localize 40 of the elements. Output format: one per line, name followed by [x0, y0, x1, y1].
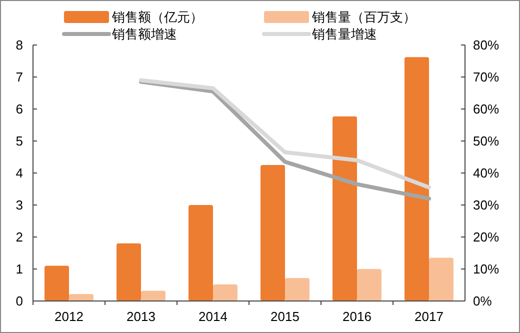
y2-tick-label: 30% [473, 198, 500, 213]
x-tick-label: 2016 [342, 309, 372, 324]
bar [69, 294, 94, 301]
y-tick-label: 3 [16, 198, 23, 213]
bar [213, 284, 238, 301]
legend-label: 销售量增速 [311, 26, 377, 42]
x-tick-label: 2017 [414, 309, 444, 324]
y-tick-label: 0 [16, 294, 23, 309]
y2-tick-label: 60% [473, 102, 500, 117]
bar [141, 290, 166, 301]
y-tick-label: 5 [16, 134, 23, 149]
bar [260, 165, 285, 301]
y2-tick-label: 80% [473, 38, 500, 53]
legend-label: 销售量（百万支） [311, 10, 416, 25]
bar [44, 266, 69, 301]
y2-tick-label: 50% [473, 134, 500, 149]
legend-label: 销售额增速 [111, 26, 177, 42]
bar [332, 116, 357, 301]
y2-tick-label: 10% [473, 262, 500, 277]
legend-label: 销售额（亿元） [111, 10, 203, 25]
bar [116, 243, 141, 301]
bar [357, 269, 382, 301]
y-tick-label: 2 [16, 230, 23, 245]
y-tick-label: 6 [16, 102, 23, 117]
y2-tick-label: 70% [473, 70, 500, 85]
y2-tick-label: 40% [473, 166, 500, 181]
y-tick-label: 4 [16, 166, 23, 181]
bar [429, 258, 454, 301]
x-tick-label: 2013 [126, 309, 156, 324]
y2-tick-label: 0% [473, 294, 492, 309]
y-tick-label: 7 [16, 70, 23, 85]
bar [188, 205, 213, 301]
y2-tick-label: 20% [473, 230, 500, 245]
x-tick-label: 2014 [198, 309, 228, 324]
bar [404, 57, 429, 301]
y-tick-label: 8 [16, 38, 23, 53]
y-tick-label: 1 [16, 262, 23, 277]
x-tick-label: 2015 [270, 309, 300, 324]
x-tick-label: 2012 [54, 309, 84, 324]
bar [285, 278, 310, 301]
